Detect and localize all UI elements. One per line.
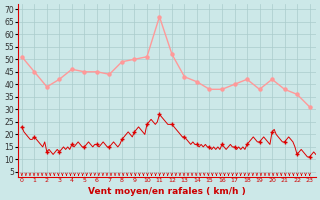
X-axis label: Vent moyen/en rafales ( km/h ): Vent moyen/en rafales ( km/h ) (88, 187, 246, 196)
